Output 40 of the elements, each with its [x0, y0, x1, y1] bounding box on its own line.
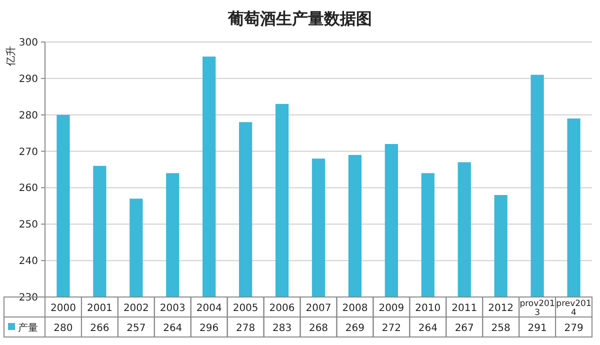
data-label: 291	[528, 323, 547, 334]
data-label: 266	[90, 323, 110, 334]
data-label: 257	[126, 323, 146, 334]
data-label: 279	[564, 323, 584, 334]
x-tick-label: 2012	[488, 303, 514, 314]
x-tick-label: 2009	[378, 303, 404, 314]
y-tick-label: 300	[18, 38, 38, 48]
x-tick-label: 2007	[306, 303, 332, 314]
y-tick-label: 280	[18, 110, 38, 122]
data-label: 278	[236, 323, 256, 334]
x-tick-label: 2001	[86, 303, 112, 314]
data-label: 264	[163, 323, 182, 334]
y-tick-label: 260	[18, 183, 38, 194]
y-tick-label: 270	[18, 146, 38, 158]
data-label: 272	[382, 323, 401, 334]
y-tick-label: 290	[18, 74, 38, 85]
data-label: 264	[418, 323, 438, 334]
x-tick-label: 2006	[269, 303, 295, 314]
data-label: 258	[491, 323, 510, 334]
data-label: 267	[454, 323, 474, 334]
data-label: 269	[345, 323, 365, 334]
data-label: 296	[200, 323, 219, 334]
data-label: 268	[308, 323, 328, 334]
x-tick-label: 2002	[123, 303, 149, 314]
x-tick-label: prev2014	[556, 299, 592, 318]
chart-title: 葡萄酒生产量数据图	[227, 9, 372, 28]
x-tick-label: 2008	[342, 303, 368, 314]
y-tick-label: 240	[18, 256, 38, 268]
y-tick-label: 250	[18, 220, 38, 231]
data-label: 280	[54, 323, 73, 334]
legend-label: 产量	[18, 322, 38, 334]
x-tick-label: 2000	[50, 303, 76, 314]
x-tick-label: 2010	[415, 303, 441, 314]
x-tick-label: 2004	[196, 303, 222, 314]
x-tick-label: prov2013	[520, 299, 555, 318]
x-tick-label: 2003	[160, 303, 186, 314]
data-label: 283	[272, 323, 292, 334]
x-tick-label: 2011	[452, 303, 478, 314]
y-axis-title: 亿升	[5, 46, 17, 67]
x-tick-label: 2005	[232, 303, 258, 314]
